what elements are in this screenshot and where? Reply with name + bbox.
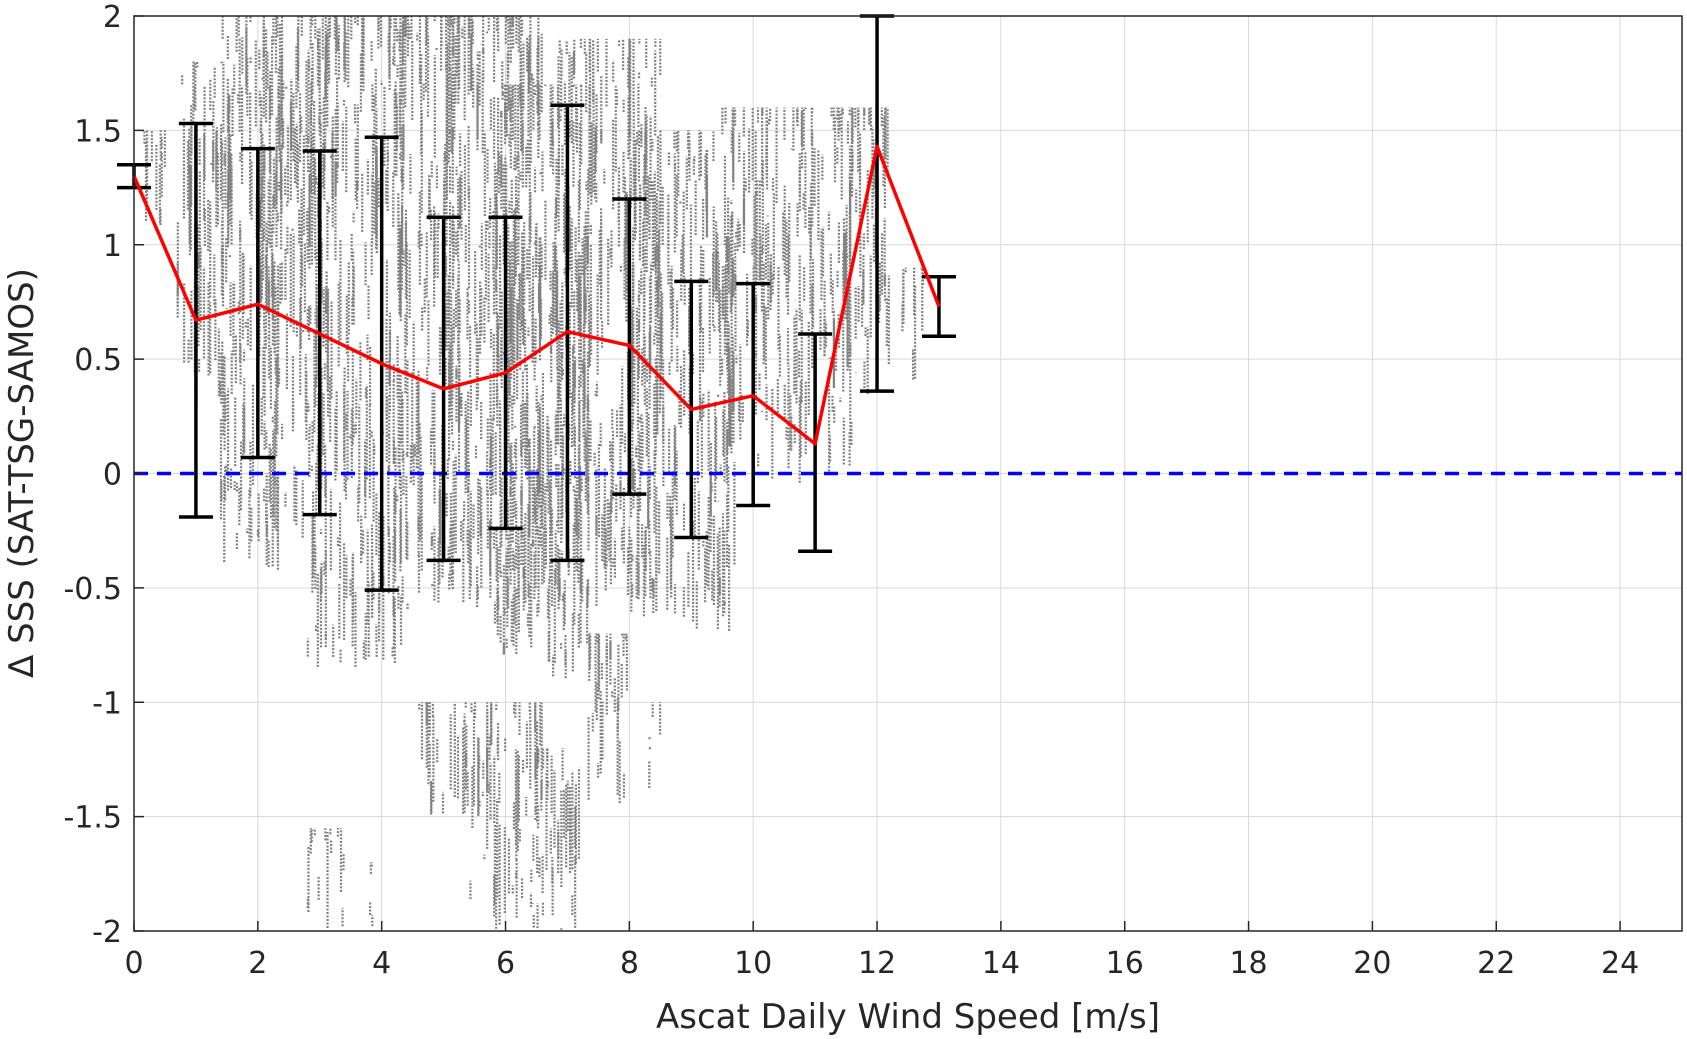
x-tick-label: 4 — [372, 946, 391, 981]
y-tick-label: -1 — [92, 686, 122, 721]
y-tick-label: 1.5 — [74, 114, 122, 149]
y-tick-label: 0 — [103, 458, 122, 493]
y-axis-label: Δ SSS (SAT-TSG-SAMOS) — [2, 268, 42, 678]
y-tick-label: 1 — [103, 229, 122, 264]
x-tick-label: 24 — [1601, 946, 1639, 981]
x-tick-label: 2 — [248, 946, 267, 981]
y-tick-label: -2 — [92, 915, 122, 950]
x-tick-label: 20 — [1353, 946, 1391, 981]
x-tick-label: 18 — [1229, 946, 1267, 981]
scatter-points — [143, 16, 925, 930]
x-tick-label: 16 — [1106, 946, 1144, 981]
y-tick-label: -1.5 — [63, 801, 122, 836]
x-tick-label: 6 — [496, 946, 515, 981]
mean-line — [132, 144, 941, 446]
x-tick-label: 8 — [620, 946, 639, 981]
x-axis-label: Ascat Daily Wind Speed [m/s] — [656, 997, 1160, 1037]
y-axis-ticks: 2 1.5 1 0.5 0 -0.5 -1 -1.5 -2 — [63, 0, 144, 950]
y-tick-label: 0.5 — [74, 343, 122, 378]
x-axis-ticks: 0 2 4 6 8 10 12 14 16 18 20 22 24 — [124, 921, 1639, 981]
y-tick-label: -0.5 — [63, 572, 122, 607]
x-tick-label: 14 — [982, 946, 1020, 981]
x-tick-label: 12 — [858, 946, 896, 981]
x-tick-label: 10 — [734, 946, 772, 981]
x-tick-label: 0 — [124, 946, 143, 981]
x-tick-label: 22 — [1477, 946, 1515, 981]
y-tick-label: 2 — [103, 0, 122, 35]
